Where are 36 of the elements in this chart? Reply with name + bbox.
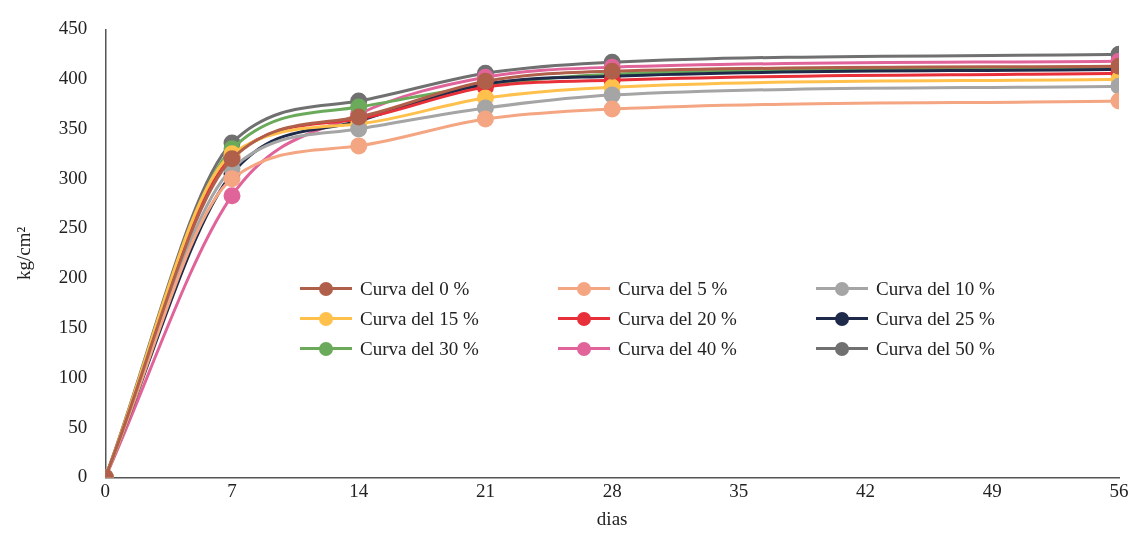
legend-label: Curva del 40 % — [618, 338, 737, 360]
x-tick-label: 42 — [856, 479, 876, 501]
legend-label: Curva del 5 % — [618, 278, 728, 300]
y-tick-label: 0 — [77, 465, 88, 487]
point — [476, 110, 494, 128]
y-tick-label: 100 — [58, 365, 88, 387]
legend-label: Curva del 10 % — [876, 278, 995, 300]
point — [223, 187, 241, 205]
legend-label: Curva del 20 % — [618, 308, 737, 330]
x-tick-label: 56 — [1109, 479, 1129, 501]
x-tick-label: 21 — [475, 479, 495, 501]
point — [603, 86, 621, 104]
x-axis-title: dias — [596, 507, 628, 529]
point — [223, 170, 241, 188]
y-tick-label: 150 — [58, 316, 88, 338]
y-tick-label: 300 — [58, 166, 88, 188]
legend-label: Curva del 25 % — [876, 308, 995, 330]
x-tick-label: 35 — [729, 479, 749, 501]
y-tick-label: 200 — [58, 266, 88, 288]
point — [350, 137, 368, 155]
x-tick-label: 49 — [982, 479, 1002, 501]
y-tick-label: 50 — [68, 415, 88, 437]
y-tick-label: 450 — [58, 17, 88, 39]
y-tick-label: 350 — [58, 116, 88, 138]
y-tick-label: 400 — [58, 67, 88, 89]
point — [603, 100, 621, 118]
y-tick-label: 250 — [58, 216, 88, 238]
x-tick-label: 14 — [349, 479, 369, 501]
legend-label: Curva del 15 % — [360, 308, 479, 330]
y-axis-title: kg/cm² — [13, 226, 35, 280]
x-tick-label: 28 — [602, 479, 622, 501]
legend-label: Curva del 30 % — [360, 338, 479, 360]
legend-label: Curva del 50 % — [876, 338, 995, 360]
x-tick-label: 0 — [100, 479, 111, 501]
x-tick-label: 7 — [227, 479, 237, 501]
legend-label: Curva del 0 % — [360, 278, 470, 300]
